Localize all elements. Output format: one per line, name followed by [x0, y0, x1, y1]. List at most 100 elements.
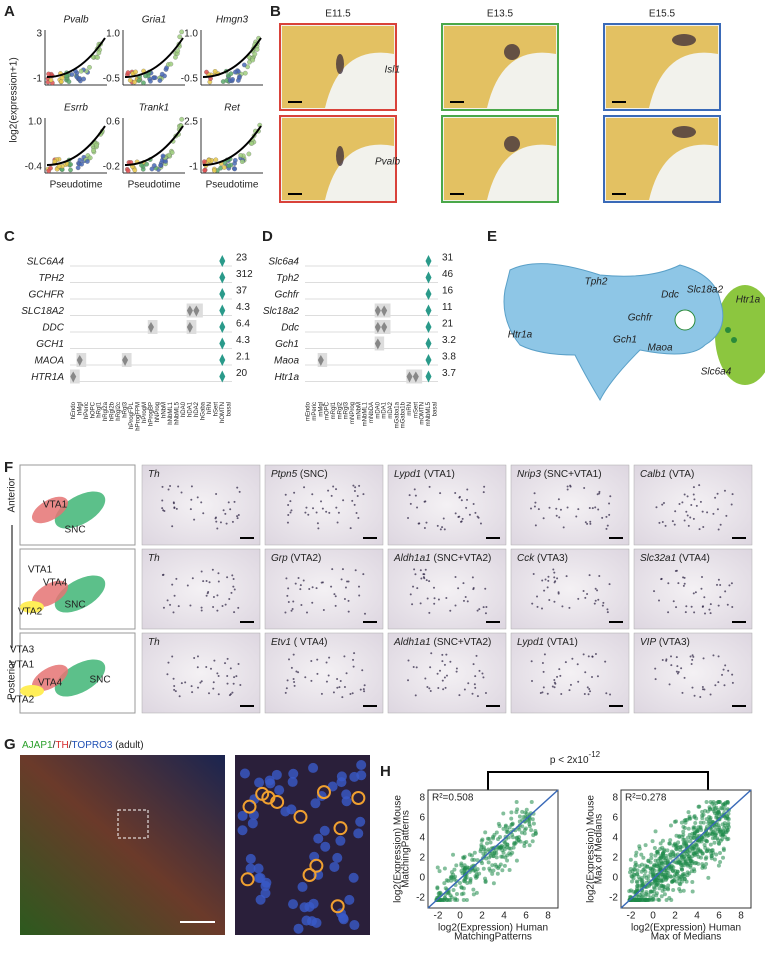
image-label: Aldh1a1 (SNC+VTA2)	[393, 637, 491, 648]
cell-dot	[95, 55, 100, 60]
stain-dot	[343, 655, 346, 658]
stain-dot	[208, 581, 211, 584]
y-tick-label: 0	[419, 873, 425, 884]
title-part: (adult)	[112, 740, 143, 751]
gene-dot	[499, 844, 504, 849]
gene-dot	[690, 889, 695, 894]
nucleus	[247, 818, 258, 829]
title-part: AJAP1	[22, 740, 53, 751]
stain-dot	[443, 663, 446, 666]
stain-dot	[606, 608, 609, 611]
stain-dot	[455, 667, 458, 670]
stain-dot	[582, 653, 585, 656]
stain-dot	[686, 495, 689, 498]
stain-dot	[568, 606, 571, 609]
stain-dot	[200, 609, 203, 612]
stain-dot	[211, 568, 214, 571]
gene-name: Ptpn5	[271, 469, 298, 480]
stain-dot	[415, 666, 418, 669]
stain-dot	[479, 522, 482, 525]
cell-dot	[79, 161, 84, 167]
plot-title: Hmgn3	[216, 15, 249, 26]
gene-dot	[517, 827, 522, 832]
stain-dot	[695, 504, 698, 507]
stain-dot	[169, 485, 172, 488]
stain-dot	[208, 692, 211, 695]
stain-dot	[173, 594, 176, 597]
cell-type-label: hDA1	[187, 401, 193, 417]
stain-dot	[689, 655, 692, 658]
gene-dot	[716, 838, 721, 843]
stain-dot	[683, 582, 686, 585]
gene-dot	[442, 881, 447, 886]
nucleus	[356, 770, 367, 781]
gene-dot	[673, 873, 678, 878]
nucleus	[253, 863, 264, 874]
stain-dot	[466, 498, 469, 501]
stain-dot	[239, 684, 242, 687]
nucleus	[335, 835, 346, 846]
gene-dot	[494, 864, 499, 869]
stain-dot	[311, 586, 314, 589]
stain-dot	[335, 488, 338, 491]
stain-dot	[414, 573, 417, 576]
stain-dot	[212, 606, 215, 609]
stain-dot	[325, 510, 328, 513]
stain-dot	[426, 685, 429, 688]
stain-dot	[229, 693, 232, 696]
nucleus	[329, 861, 340, 872]
stain-dot	[546, 692, 549, 695]
stain-dot	[681, 691, 684, 694]
cell-dot	[177, 34, 183, 40]
stain-dot	[173, 506, 176, 509]
nucleus	[254, 777, 265, 788]
x-label: MatchingPatterns	[454, 932, 532, 943]
stain-dot	[310, 679, 313, 682]
stain-dot	[558, 516, 561, 519]
cell-dot	[151, 163, 157, 168]
cell-type-label: hPeric	[84, 402, 90, 419]
stain-dot	[428, 611, 431, 614]
gene-dot	[522, 840, 527, 845]
stain-dot	[559, 508, 562, 511]
region-name: (SNC+VTA2)	[433, 637, 491, 648]
y-label: MatchingPatterns	[401, 810, 412, 888]
x-tick-label: 2	[479, 911, 485, 922]
cell-type-label: hRgl3	[123, 401, 129, 417]
gene-dot	[671, 887, 676, 892]
stain-dot	[171, 525, 174, 528]
cell-type-label: mRgl2	[337, 401, 343, 419]
gene-name: VIP	[640, 637, 656, 648]
stain-dot	[437, 598, 440, 601]
stain-dot	[424, 568, 427, 571]
stain-dot	[559, 674, 562, 677]
gene-dot	[479, 838, 484, 843]
stain-dot	[308, 588, 311, 591]
violin	[219, 354, 226, 366]
stain-dot	[358, 594, 361, 597]
stain-dot	[316, 658, 319, 661]
stain-dot	[444, 686, 447, 689]
image-label: VIP (VTA3)	[640, 637, 690, 648]
gene-dot	[484, 856, 489, 861]
cell-type-label: mGaba1a	[394, 401, 400, 428]
gene-dot	[509, 810, 514, 815]
ish-image	[633, 632, 753, 714]
gene-dot	[529, 828, 534, 833]
serotonin	[725, 327, 731, 333]
gene-dot	[700, 865, 705, 870]
panel-label: A	[4, 3, 15, 20]
gene-dot	[494, 851, 499, 856]
gene-dot	[709, 854, 714, 859]
gene-dot	[686, 835, 691, 840]
region-name: (VTA3)	[659, 637, 690, 648]
gene-dot	[660, 861, 665, 866]
stain-dot	[691, 686, 694, 689]
target-cell	[715, 285, 765, 385]
gene-dot	[454, 892, 459, 897]
stain-dot	[361, 669, 364, 672]
gene-dot	[483, 830, 488, 835]
stain-dot	[530, 679, 533, 682]
image-label: Lypd1 (VTA1)	[517, 637, 578, 648]
stain-dot	[212, 687, 215, 690]
